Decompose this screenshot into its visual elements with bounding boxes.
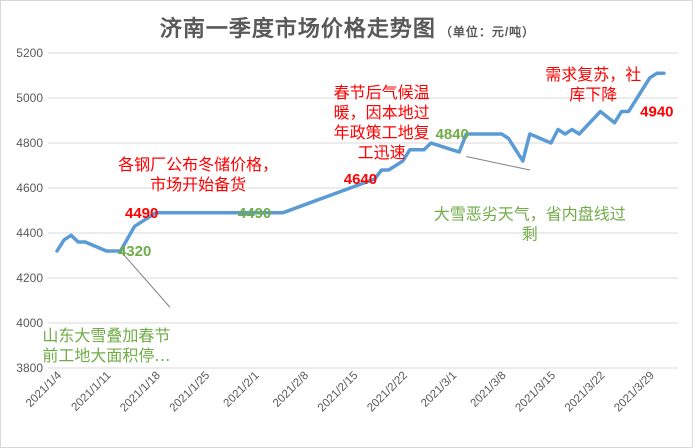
x-tick-label: 2021/2/1 [222, 370, 262, 410]
annotation-text: 工迅速 [358, 143, 406, 162]
annotation-text: 大雪恶劣天气，省内盘线过 [434, 205, 626, 224]
y-tick-label: 4600 [16, 181, 43, 195]
annotation-text: 各钢厂公布冬储价格， [118, 155, 278, 174]
unit-label: （单位：元/吨） [439, 25, 536, 39]
y-tick-label: 3800 [16, 361, 43, 375]
annotation-leader-line [466, 156, 530, 171]
annotation-text: 前工地大面积停… [42, 346, 170, 365]
x-tick-label: 2021/1/11 [69, 370, 113, 414]
price-series-line [55, 71, 666, 253]
x-tick-label: 2021/2/22 [365, 370, 410, 415]
y-tick-label: 4000 [16, 316, 43, 330]
y-tick-label: 4400 [16, 226, 43, 240]
x-tick-label: 2021/1/18 [118, 370, 163, 415]
annotation-text: 春节后气候温 [334, 83, 430, 102]
data-label: 4320 [118, 243, 151, 260]
chart-title-text: 济南一季度市场价格走势图 [159, 16, 436, 41]
x-tick-label: 2021/1/4 [24, 369, 65, 410]
x-tick-label: 2021/2/15 [316, 370, 361, 415]
x-tick-label: 2021/3/22 [563, 370, 608, 415]
y-tick-label: 5200 [16, 46, 43, 60]
y-tick-label: 5000 [16, 91, 43, 105]
annotation-text: 年政策工地复 [334, 123, 430, 142]
annotation-text: 山东大雪叠加春节 [42, 326, 170, 345]
annotation-leader-line [120, 250, 171, 308]
data-label: 4640 [344, 171, 377, 188]
annotation-text: 需求复苏，社 [545, 65, 641, 84]
x-tick-label: 2021/3/29 [612, 370, 657, 415]
x-tick-label: 2021/1/25 [168, 370, 213, 415]
y-tick-label: 4800 [16, 136, 43, 150]
data-label: 4490 [238, 205, 271, 222]
x-tick-label: 2021/3/1 [419, 370, 459, 410]
annotation-text: 市场开始备货 [150, 175, 246, 194]
data-label: 4840 [435, 126, 468, 143]
annotation-text: 暖，因本地过 [334, 103, 430, 122]
data-label: 4490 [125, 205, 158, 222]
x-tick-label: 2021/2/8 [271, 370, 311, 410]
chart-title: 济南一季度市场价格走势图 （单位：元/吨） [1, 11, 693, 43]
x-tick-label: 2021/3/8 [469, 370, 509, 410]
data-label: 4940 [640, 104, 673, 121]
x-tick-label: 2021/3/15 [513, 370, 558, 415]
annotation-text: 库下降 [569, 85, 617, 104]
y-tick-label: 4200 [16, 271, 43, 285]
annotation-text: 剩 [522, 225, 538, 244]
